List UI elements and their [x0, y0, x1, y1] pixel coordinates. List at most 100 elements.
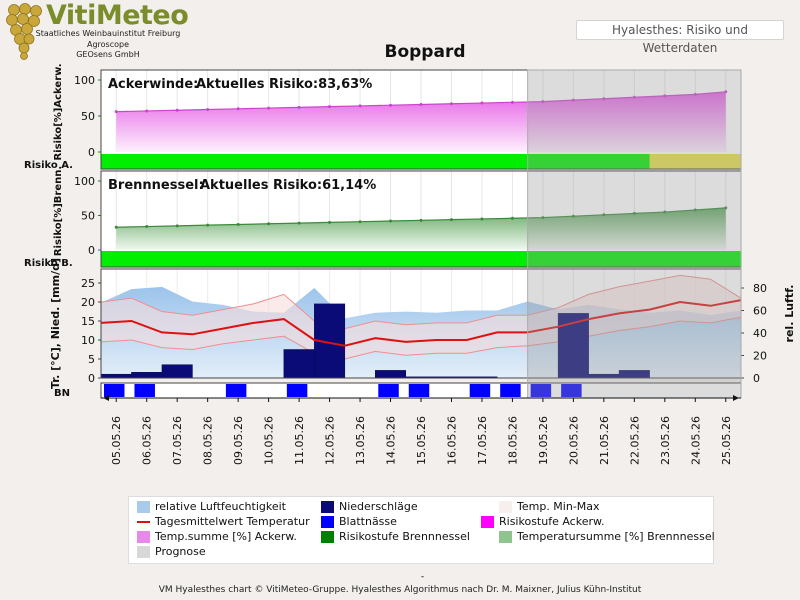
- brennnessel-temp-sum-point: [267, 222, 271, 226]
- legend-swatch: [321, 516, 334, 528]
- ackerwinde-risk-cell: [192, 154, 224, 169]
- brennnessel-temp-sum-point: [480, 217, 484, 221]
- ackerwinde-temp-sum-point: [145, 109, 149, 113]
- brennnessel-temp-sum-point: [693, 208, 697, 212]
- ackerwinde-risk-cell: [619, 154, 651, 169]
- ackerwinde-temp-sum-point: [480, 101, 484, 105]
- brennnessel-y-axis-label: Risiko[%]Brenn.: [53, 166, 64, 256]
- brennnessel-risk-cell: [344, 251, 376, 267]
- brennnessel-risk-cell: [101, 251, 133, 267]
- ackerwinde-temp-sum-point: [267, 106, 271, 110]
- precip-bar: [131, 372, 163, 379]
- page-heading: Hyalesthes: Risiko und Wetterdaten: [576, 20, 784, 55]
- x-tick-label: 12.05.26: [324, 416, 337, 465]
- legend-swatch: [137, 501, 150, 513]
- brennnessel-risk-text: Aktuelles Risiko:61,14%: [200, 178, 376, 193]
- logo: [4, 2, 184, 62]
- x-tick-label: 14.05.26: [385, 416, 398, 465]
- legend-swatch: [499, 501, 512, 513]
- brennnessel-risk-cell: [375, 251, 407, 267]
- ackerwinde-temp-sum-point: [724, 90, 728, 94]
- ackerwinde-temp-sum-point: [541, 100, 545, 104]
- x-tick-label: 20.05.26: [567, 416, 580, 465]
- ackerwinde-y-tick-label: 100: [74, 74, 95, 87]
- leaf-wetness-bar: [104, 384, 125, 397]
- legend-swatch: [321, 531, 334, 543]
- brennnessel-temp-sum-point: [114, 225, 118, 229]
- brennnessel-risk-cell: [222, 251, 254, 267]
- footer-dash: -: [420, 572, 425, 582]
- ackerwinde-temp-sum-point: [114, 110, 118, 114]
- legend-label: Temp.summe [%] Ackerw.: [155, 530, 297, 543]
- ackerwinde-temp-sum-point: [449, 102, 453, 106]
- leaf-wetness-bar: [378, 384, 399, 397]
- x-tick-label: 25.05.26: [720, 416, 733, 465]
- brennnessel-risk-cell: [405, 251, 437, 267]
- brennnessel-risk-cell: [527, 251, 559, 267]
- brennnessel-risk-cell: [588, 251, 620, 267]
- ackerwinde-risk-cell: [375, 154, 407, 169]
- temp-min-max-band: [101, 275, 741, 359]
- precip-bar: [557, 313, 589, 379]
- weather-left-tick-label: 15: [81, 315, 95, 328]
- x-tick-label: 18.05.26: [506, 416, 519, 465]
- x-tick-label: 10.05.26: [263, 416, 276, 465]
- brennnessel-temp-sum-point: [328, 220, 332, 224]
- brennnessel-risk-cell: [131, 251, 163, 267]
- brennnessel-temp-sum-point: [449, 218, 453, 222]
- legend-label: Temp. Min-Max: [517, 500, 600, 513]
- ackerwinde-temp-sum-point: [236, 107, 240, 111]
- x-tick-label: 13.05.26: [354, 416, 367, 465]
- brennnessel-temp-sum-area: [116, 207, 726, 250]
- x-tick-label: 24.05.26: [689, 416, 702, 465]
- legend-label: Temperatursumme [%] Brennnessel: [517, 530, 715, 543]
- brennnessel-temp-sum-point: [510, 216, 514, 220]
- weather-left-tick-label: 10: [81, 334, 95, 347]
- brennnessel-temp-sum-point: [602, 213, 606, 217]
- brennnessel-risk-cell: [466, 251, 498, 267]
- weather-left-tick-label: 25: [81, 277, 95, 290]
- ackerwinde-risk-cell: [436, 154, 468, 169]
- x-tick-label: 11.05.26: [293, 416, 306, 465]
- ackerwinde-risk-cell: [222, 154, 254, 169]
- x-tick-label: 17.05.26: [476, 416, 489, 465]
- brennnessel-risk-cell: [497, 251, 529, 267]
- precip-bar: [161, 364, 193, 379]
- chart-title: Boppard: [384, 42, 466, 62]
- footer-credit: VM Hyalesthes chart © VitiMeteo-Gruppe. …: [158, 585, 642, 595]
- ackerwinde-temp-sum-point: [510, 100, 514, 104]
- ackerwinde-temp-sum-point: [632, 95, 636, 99]
- ackerwinde-temp-sum-point: [663, 94, 667, 98]
- brennnessel-risk-cell: [161, 251, 194, 267]
- ackerwinde-risk-cell: [558, 154, 590, 169]
- ackerwinde-y-tick-label: 50: [81, 110, 95, 123]
- legend: relative Luftfeuchtigkeit Niederschläge Te…: [128, 496, 715, 564]
- brennnessel-risk-cell: [192, 251, 224, 267]
- leaf-wetness-bar: [225, 384, 247, 397]
- ackerwinde-risk-cell: [466, 154, 498, 169]
- ackerwinde-temp-sum-point: [693, 92, 697, 96]
- legend-swatch: [137, 521, 150, 523]
- brennnessel-risk-row-label: Risiko B.: [24, 258, 73, 269]
- ackerwinde-temp-sum-point: [328, 105, 332, 109]
- brennnessel-temp-sum-point: [419, 218, 423, 222]
- x-tick-label: 21.05.26: [598, 416, 611, 465]
- ackerwinde-risk-cell: [588, 154, 620, 169]
- brennnessel-risk-cell: [436, 251, 468, 267]
- leaf-wetness-bar: [134, 384, 155, 397]
- brennnessel-temp-sum-point: [389, 219, 393, 223]
- x-tick-label: 16.05.26: [445, 416, 458, 465]
- brennnessel-risk-cell: [680, 251, 712, 267]
- brennnessel-temp-sum-point: [175, 224, 179, 228]
- weather-left-axis-label: Tr. [°C], Nied. [mm/d]: [49, 258, 62, 389]
- x-tick-label: 19.05.26: [537, 416, 550, 465]
- logo-line-1: Staatliches Weinbauinstitut Freiburg: [35, 29, 181, 38]
- brennnessel-y-tick-label: 0: [88, 244, 95, 257]
- brennnessel-risk-cell: [710, 251, 742, 267]
- legend-label: Risikostufe Brennnessel: [339, 530, 470, 543]
- legend-label: relative Luftfeuchtigkeit: [155, 500, 286, 513]
- ackerwinde-temp-sum-area: [116, 91, 726, 152]
- bn-row-label: BN: [54, 388, 70, 399]
- x-tick-label: 22.05.26: [628, 416, 641, 465]
